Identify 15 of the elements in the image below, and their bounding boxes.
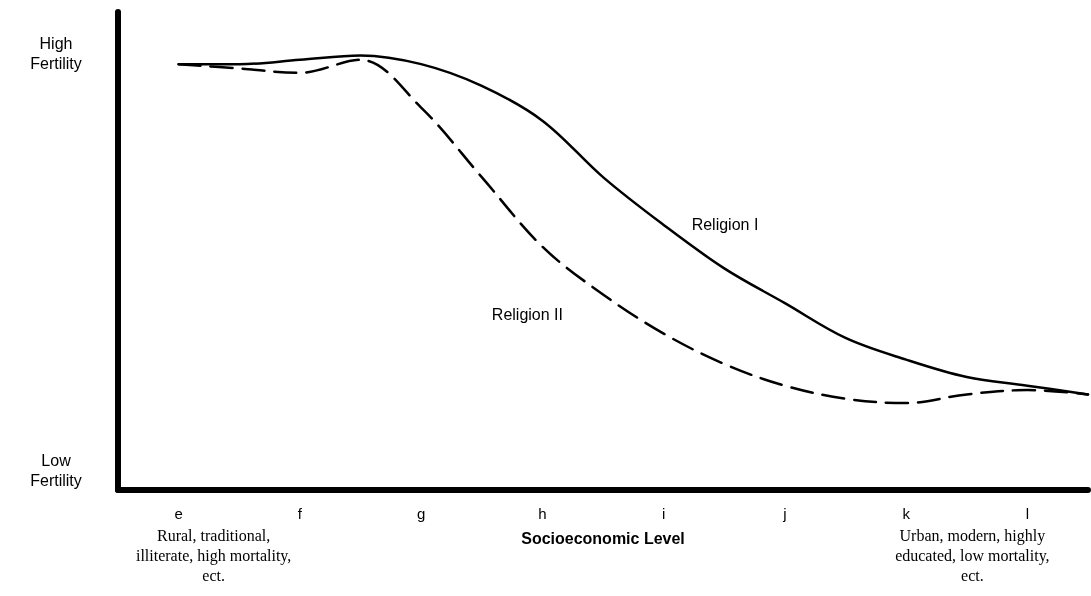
x-tick-label: e: [174, 505, 183, 522]
x-tick-label: l: [1025, 505, 1030, 522]
x-tick-label: h: [538, 505, 547, 522]
x-tick-label: g: [416, 505, 426, 522]
text: Rural, traditional, illiterate, high mortality, ect.: [135, 526, 292, 584]
x-tick-label: i: [661, 505, 666, 522]
text: High Fertility: [30, 34, 82, 72]
series-label: Religion I: [691, 216, 759, 234]
x-tick-label: f: [297, 505, 303, 522]
x-tick-label: j: [782, 505, 787, 522]
text: Urban, modern, highly educated, low mortality, ect.: [895, 526, 1050, 584]
text: Low Fertility: [30, 451, 82, 489]
x-tick-label: k: [902, 505, 911, 522]
x-axis-title: Socioeconomic Level: [521, 529, 685, 547]
text: Religion II: [491, 305, 563, 323]
